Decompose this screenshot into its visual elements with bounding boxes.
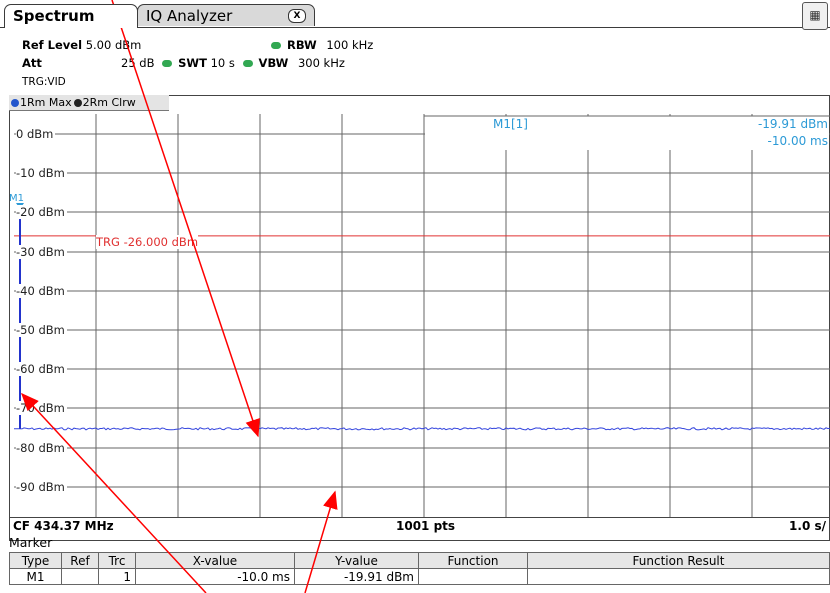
- sweep-points: 1001 pts: [396, 519, 456, 533]
- close-tab-icon[interactable]: X: [288, 9, 306, 23]
- y-axis-label: -20 dBm: [16, 205, 67, 219]
- y-axis-label: -30 dBm: [16, 245, 67, 259]
- marker-m1-label: M1: [9, 193, 24, 204]
- col-function: Function: [418, 552, 528, 569]
- cell-function: [418, 568, 528, 585]
- y-axis-label: -90 dBm: [16, 480, 67, 494]
- trigger-status: TRG:VID: [22, 76, 66, 88]
- rbw-setting[interactable]: RBW 100 kHz: [271, 38, 373, 52]
- y-axis-label: -70 dBm: [16, 401, 67, 415]
- y-axis-label: 0 dBm: [16, 127, 56, 141]
- ref-level-label: Ref Level: [22, 38, 83, 52]
- tab-divider: [0, 27, 830, 28]
- rbw-value: 100 kHz: [326, 38, 374, 52]
- cell-y-value: -19.91 dBm: [294, 568, 419, 585]
- cell-trc: 1: [98, 568, 136, 585]
- y-axis-label: -50 dBm: [16, 323, 67, 337]
- col-trc: Trc: [98, 552, 136, 569]
- trigger-level-label: TRG -26.000 dBm: [96, 235, 199, 249]
- cell-type: M1: [9, 568, 62, 585]
- cell-function-result: [527, 568, 830, 585]
- col-x-value: X-value: [135, 552, 295, 569]
- marker-readout-level: -19.91 dBm: [757, 117, 828, 131]
- y-axis-label: -80 dBm: [16, 441, 67, 455]
- center-frequency: CF 434.37 MHz: [13, 519, 114, 533]
- col-y-value: Y-value: [294, 552, 419, 569]
- y-axis-label: -40 dBm: [16, 284, 67, 298]
- cell-ref: [61, 568, 99, 585]
- diagram-footer: CF 434.37 MHz 1001 pts 1.0 s/: [9, 517, 830, 535]
- y-axis-label: -10 dBm: [16, 166, 67, 180]
- att-setting[interactable]: Att: [22, 56, 42, 70]
- time-per-division: 1.0 s/: [789, 519, 826, 533]
- rbw-label: RBW: [287, 38, 317, 52]
- trace1-color-icon: [11, 99, 19, 107]
- cell-x-value: -10.0 ms: [135, 568, 295, 585]
- att-label: Att: [22, 56, 42, 70]
- marker-table: Type Ref Trc X-value Y-value Function Fu…: [9, 552, 830, 585]
- marker-table-title: Marker: [9, 535, 53, 550]
- trace2-color-icon: [73, 99, 82, 107]
- vbw-value: 300 kHz: [297, 56, 345, 70]
- rbw-coupled-indicator-icon: [271, 42, 281, 49]
- col-ref: Ref: [61, 552, 99, 569]
- trace1-legend-label: 1Rm Max: [20, 96, 72, 109]
- col-type: Type: [9, 552, 62, 569]
- tab-spectrum-label: Spectrum: [13, 7, 95, 25]
- marker-table-header: Type Ref Trc X-value Y-value Function Fu…: [9, 552, 830, 569]
- y-axis-label: -60 dBm: [16, 362, 67, 376]
- col-function-result: Function Result: [527, 552, 830, 569]
- marker-readout-background: [425, 116, 829, 150]
- trace-1-line: [14, 427, 830, 431]
- marker-readout-time: -10.00 ms: [767, 134, 828, 148]
- table-row[interactable]: M1 1 -10.0 ms -19.91 dBm: [9, 568, 830, 585]
- layout-config-icon[interactable]: ▦: [802, 2, 828, 30]
- marker-readout-id: M1[1]: [493, 117, 528, 131]
- vbw-label: VBW: [258, 56, 289, 70]
- tab-spectrum[interactable]: Spectrum: [4, 4, 138, 28]
